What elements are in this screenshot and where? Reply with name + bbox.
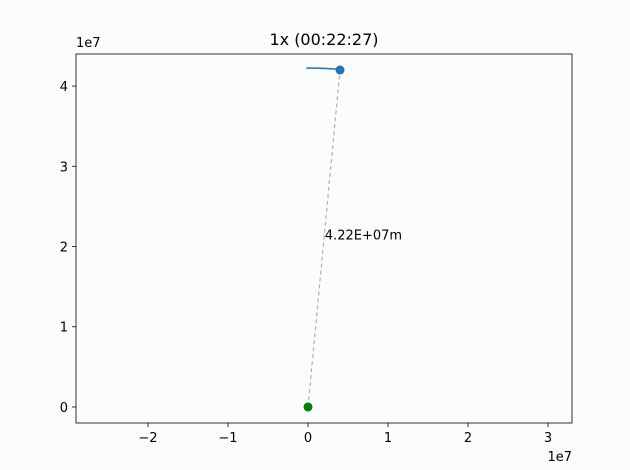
- x-tick-label: 0: [304, 431, 312, 446]
- plot-frame: [75, 53, 573, 424]
- y-tick-label: 1: [60, 321, 68, 336]
- annotations: 4.22E+07m: [325, 228, 402, 243]
- earth-point: [303, 402, 313, 412]
- x-tick-label: 3: [544, 431, 552, 446]
- distance-annotation: 4.22E+07m: [325, 228, 402, 243]
- x-axis-ticks: −2 −1 0 1 2 3: [138, 423, 552, 446]
- y-tick-label: 2: [60, 241, 68, 256]
- y-tick-label: 3: [60, 160, 68, 175]
- chart-title: 1x (00:22:27): [269, 30, 378, 49]
- y-axis-offset-label: 1e7: [76, 36, 101, 51]
- satellite-point: [335, 65, 345, 75]
- y-tick-label: 0: [60, 401, 68, 416]
- y-axis-ticks: 0 1 2 3 4: [60, 80, 76, 416]
- x-tick-label: 1: [384, 431, 392, 446]
- distance-line: [307, 69, 341, 408]
- x-tick-label: −1: [218, 431, 237, 446]
- x-tick-label: 2: [464, 431, 472, 446]
- x-axis-offset-label: 1e7: [547, 450, 572, 465]
- y-tick-label: 4: [60, 80, 68, 95]
- x-tick-label: −2: [138, 431, 157, 446]
- data-marks: [303, 65, 345, 412]
